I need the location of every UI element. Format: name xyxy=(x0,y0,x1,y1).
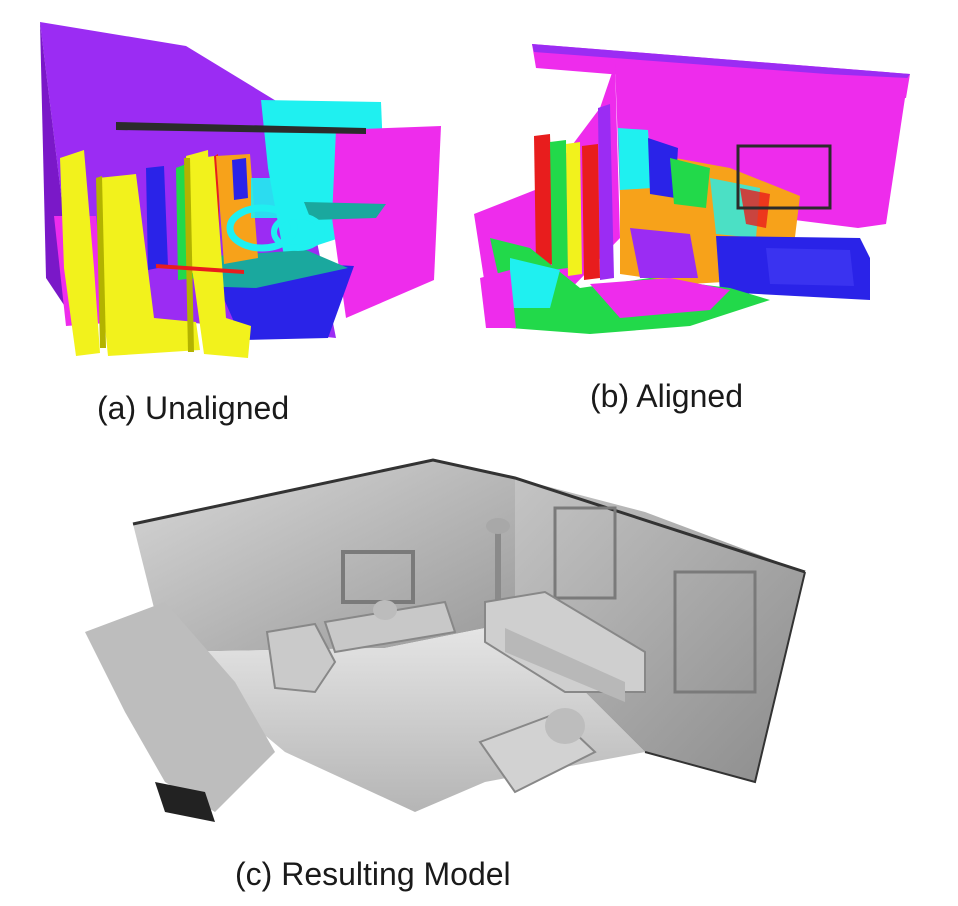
caption-aligned: (b) Aligned xyxy=(590,378,743,414)
caption-resulting-model: (c) Resulting Model xyxy=(235,856,511,892)
unaligned-point-cloud-panel xyxy=(36,18,456,363)
orange-object-segment xyxy=(216,154,258,264)
resulting-model-image xyxy=(85,458,806,822)
left-wall-fragment xyxy=(85,602,275,812)
yellow-chair-segment xyxy=(60,150,100,356)
red-column-segment xyxy=(534,134,554,266)
armchair xyxy=(265,622,337,694)
magenta-wall-segment xyxy=(332,126,441,318)
wall-panel-frame xyxy=(553,506,617,600)
unaligned-point-cloud-image xyxy=(40,22,441,358)
picture-frame-outline xyxy=(736,144,832,210)
floor-lamp xyxy=(495,524,501,634)
sofa xyxy=(484,590,646,693)
back-right-wall xyxy=(515,478,805,782)
aligned-point-cloud-image xyxy=(474,44,910,334)
resulting-model-panel xyxy=(85,452,860,832)
caption-unaligned: (a) Unaligned xyxy=(97,390,290,426)
vase xyxy=(373,600,397,620)
back-left-wall xyxy=(133,460,515,652)
aligned-point-cloud-panel xyxy=(470,38,920,338)
purple-chair-segment xyxy=(630,228,698,278)
sideboard xyxy=(323,600,457,654)
